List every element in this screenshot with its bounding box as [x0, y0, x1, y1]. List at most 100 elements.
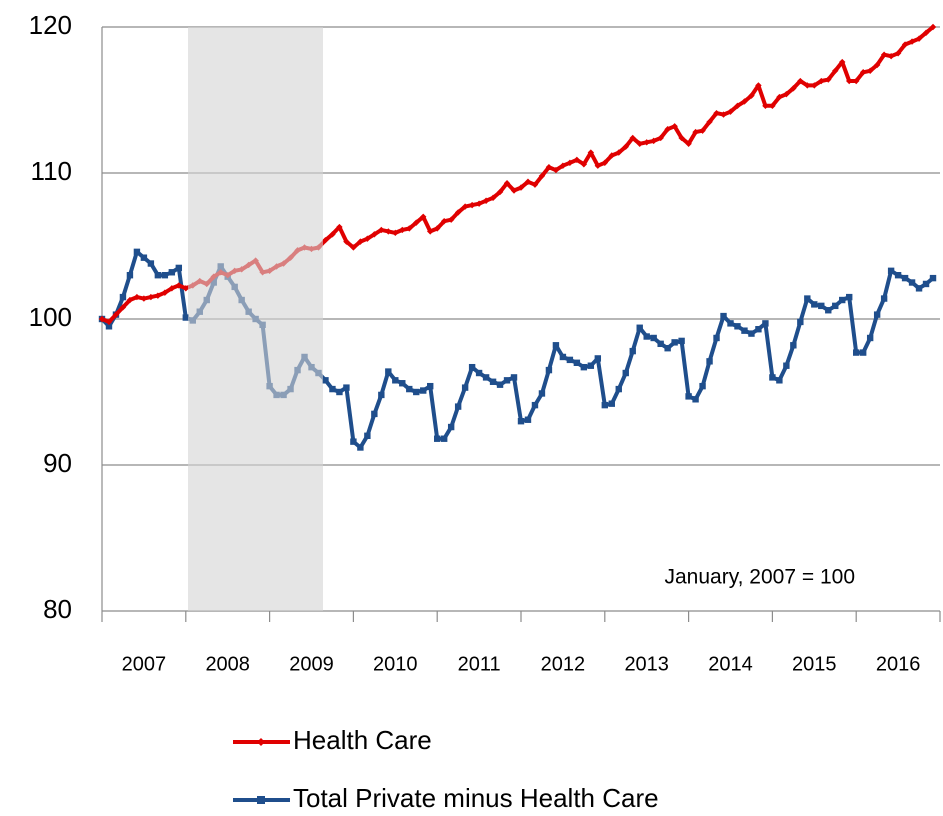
marker [559, 353, 567, 361]
marker [531, 401, 539, 409]
marker [517, 418, 525, 425]
marker [126, 272, 134, 279]
marker [825, 307, 832, 314]
marker [783, 90, 790, 98]
marker [329, 385, 336, 393]
marker [741, 98, 748, 105]
marker [559, 162, 567, 169]
marker [929, 23, 937, 31]
marker [545, 366, 553, 374]
marker [378, 226, 385, 234]
marker [734, 323, 741, 330]
marker [678, 134, 685, 142]
marker [524, 416, 532, 423]
marker [678, 337, 685, 345]
marker [587, 362, 595, 369]
x-tick-label: 2015 [792, 653, 837, 675]
marker [434, 225, 441, 232]
marker [811, 82, 818, 89]
marker [894, 272, 902, 279]
marker [257, 796, 265, 804]
marker [140, 295, 148, 302]
marker [797, 77, 804, 85]
marker [552, 342, 560, 349]
marker [818, 302, 825, 310]
marker [440, 435, 448, 442]
x-tick-label: 2016 [876, 653, 921, 675]
marker [420, 213, 427, 220]
marker [720, 111, 727, 118]
marker [580, 363, 588, 371]
marker [357, 238, 364, 245]
x-tick-label: 2008 [205, 653, 250, 675]
marker [685, 393, 692, 400]
marker [901, 41, 909, 48]
marker [734, 102, 741, 110]
marker [762, 102, 769, 110]
marker [839, 58, 846, 66]
marker [154, 292, 162, 299]
marker [427, 382, 434, 390]
marker [343, 384, 350, 391]
marker [440, 217, 448, 225]
marker [922, 280, 930, 288]
marker [503, 377, 511, 384]
marker [482, 197, 490, 204]
marker [587, 149, 595, 156]
marker [168, 269, 176, 276]
marker [517, 184, 525, 191]
marker [825, 76, 832, 83]
marker [573, 359, 581, 366]
marker [859, 69, 867, 76]
marker [503, 180, 511, 187]
marker [98, 315, 106, 323]
marker [769, 374, 776, 381]
marker [406, 225, 413, 232]
marker [608, 400, 615, 407]
marker [629, 134, 636, 142]
marker [105, 318, 113, 326]
marker [510, 374, 518, 381]
marker [755, 326, 762, 333]
marker [168, 285, 176, 292]
marker [615, 385, 622, 393]
marker [322, 377, 329, 384]
marker [454, 209, 462, 216]
marker [748, 330, 755, 337]
marker [713, 109, 720, 117]
marker [392, 377, 399, 384]
marker [336, 388, 343, 396]
marker [427, 228, 434, 235]
marker [790, 342, 797, 349]
marker [880, 295, 888, 302]
marker [629, 347, 636, 355]
marker [126, 296, 134, 304]
marker [636, 324, 643, 331]
marker [692, 396, 699, 403]
marker [839, 296, 846, 304]
marker [538, 390, 546, 397]
marker [769, 102, 776, 110]
marker [727, 320, 734, 327]
marker [915, 285, 923, 292]
marker [713, 334, 720, 342]
marker [147, 260, 155, 267]
marker [182, 285, 189, 292]
marker [364, 235, 371, 242]
marker [257, 738, 265, 746]
marker [182, 314, 189, 321]
marker [154, 272, 162, 279]
y-tick-label: 120 [29, 10, 72, 40]
marker [161, 272, 169, 279]
marker [901, 274, 909, 282]
marker [832, 302, 839, 310]
marker [510, 187, 518, 194]
marker [524, 178, 532, 185]
marker [496, 381, 504, 388]
marker [482, 374, 490, 381]
marker [399, 226, 406, 234]
marker [818, 77, 825, 85]
marker [650, 137, 657, 145]
marker [706, 118, 713, 126]
marker [371, 410, 378, 418]
